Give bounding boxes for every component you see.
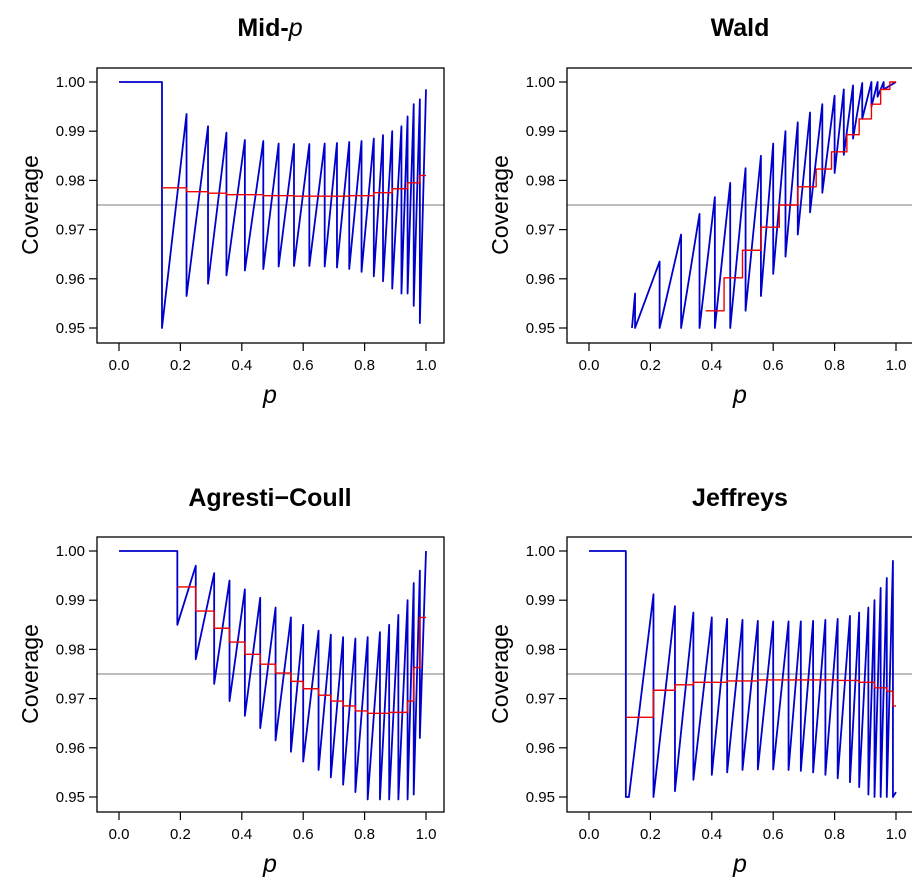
y-tick-label: 0.98	[56, 172, 85, 189]
y-tick-label: 0.96	[526, 740, 555, 757]
y-tick-label: 0.98	[526, 641, 555, 658]
mean-coverage-line	[161, 174, 426, 197]
y-tick-label: 0.96	[56, 740, 85, 757]
y-tick-label: 0.99	[526, 592, 555, 609]
x-tick-label: 0.8	[354, 357, 375, 374]
y-tick-label: 0.98	[56, 641, 85, 658]
x-axis-label: p	[732, 850, 747, 878]
panel-jeffreys: Jeffreys Coverage p 0.0 0.2 0.4 0.6 0.8 1.0 0.…	[487, 484, 912, 878]
y-tick-label: 1.00	[526, 543, 555, 560]
x-tick-label: 0.8	[824, 357, 845, 374]
x-tick-label: 0.6	[293, 826, 314, 843]
x-tick-label: 0.4	[701, 826, 722, 843]
y-tick-label: 0.95	[526, 789, 555, 806]
plot-frame	[96, 536, 445, 813]
x-tick-label: 0.4	[231, 357, 252, 374]
y-tick-label: 1.00	[526, 74, 555, 91]
x-tick-label: 0.4	[701, 357, 722, 374]
x-tick-label: 0.0	[579, 826, 600, 843]
y-axis-label: Coverage	[487, 624, 513, 724]
y-tick-label: 0.95	[56, 789, 85, 806]
panel-mid-p: Mid-p Coverage p 0.0 0.2 0.4 0.6 0.8 1.0 0.95 0…	[17, 14, 445, 409]
y-tick-label: 0.99	[526, 123, 555, 140]
x-axis-label: p	[732, 381, 747, 409]
x-tick-label: 0.4	[231, 826, 252, 843]
x-tick-label: 0.2	[170, 826, 191, 843]
x-axis-label: p	[262, 381, 277, 409]
panel-wald: Wald Coverage p 0.0 0.2 0.4 0.6 0.8 1.0 0.95 0.…	[487, 14, 912, 409]
coverage-line	[631, 81, 897, 329]
chart-title: Wald	[711, 14, 770, 42]
y-tick-label: 0.99	[56, 592, 85, 609]
x-tick-label: 0.6	[763, 826, 784, 843]
x-tick-label: 0.8	[824, 826, 845, 843]
x-tick-label: 1.0	[886, 826, 907, 843]
plot-frame	[566, 67, 912, 344]
y-tick-label: 0.99	[56, 123, 85, 140]
x-tick-label: 1.0	[416, 826, 437, 843]
mean-coverage-line	[625, 679, 896, 718]
x-tick-label: 0.2	[640, 357, 661, 374]
x-tick-label: 0.6	[293, 357, 314, 374]
y-tick-label: 1.00	[56, 74, 85, 91]
y-tick-label: 0.97	[526, 691, 555, 708]
y-axis-label: Coverage	[487, 155, 513, 255]
mean-coverage-line	[177, 586, 426, 715]
y-tick-label: 0.96	[526, 271, 555, 288]
coverage-line	[119, 81, 427, 329]
y-tick-label: 0.97	[56, 222, 85, 239]
x-tick-label: 0.0	[109, 357, 130, 374]
x-tick-label: 0.0	[579, 357, 600, 374]
coverage-line	[589, 550, 897, 798]
x-tick-label: 0.2	[170, 357, 191, 374]
y-axis-label: Coverage	[17, 624, 43, 724]
y-tick-label: 0.96	[56, 271, 85, 288]
chart-title: Jeffreys	[692, 484, 788, 512]
y-tick-label: 0.98	[526, 172, 555, 189]
y-tick-label: 0.97	[56, 691, 85, 708]
plot-frame	[96, 67, 445, 344]
x-tick-label: 1.0	[416, 357, 437, 374]
plot-frame	[566, 536, 912, 813]
coverage-line	[119, 550, 427, 801]
y-tick-label: 0.97	[526, 222, 555, 239]
x-tick-label: 0.8	[354, 826, 375, 843]
chart-title: Agresti−Coull	[188, 484, 351, 512]
panel-agresti-coull: Agresti−Coull Coverage p 0.0 0.2 0.4 0.6 0.8…	[17, 484, 445, 878]
x-tick-label: 1.0	[886, 357, 907, 374]
y-axis-label: Coverage	[17, 155, 43, 255]
mean-coverage-line	[705, 81, 896, 312]
chart-title: Mid-p	[237, 14, 302, 42]
x-axis-label: p	[262, 850, 277, 878]
x-tick-label: 0.6	[763, 357, 784, 374]
y-tick-label: 0.95	[526, 320, 555, 337]
x-tick-label: 0.2	[640, 826, 661, 843]
y-tick-label: 1.00	[56, 543, 85, 560]
x-tick-label: 0.0	[109, 826, 130, 843]
y-tick-label: 0.95	[56, 320, 85, 337]
